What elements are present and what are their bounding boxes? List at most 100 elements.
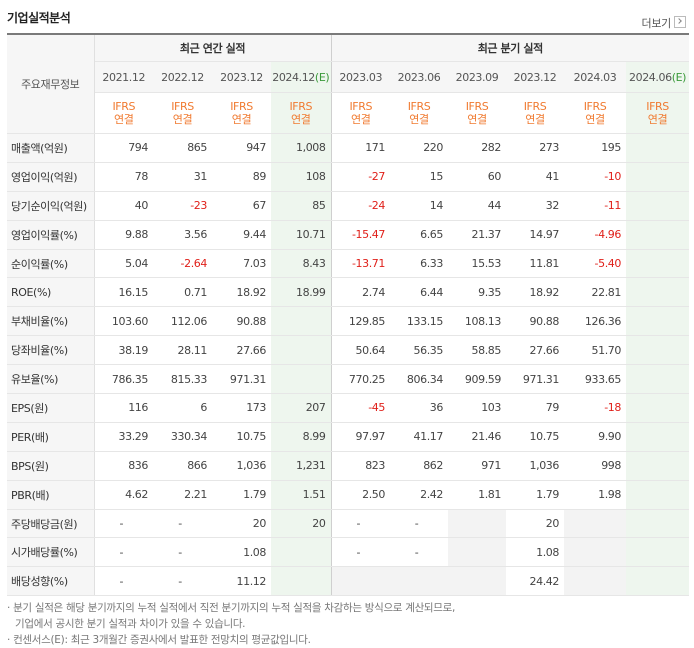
table-cell xyxy=(271,566,331,597)
period-label: 2023.09 xyxy=(455,70,499,84)
chevron-right-icon xyxy=(674,16,686,28)
ifrs-label: IFRS xyxy=(646,100,669,113)
row-label: 배당성향(%) xyxy=(7,566,95,597)
table-cell: 85 xyxy=(271,191,331,221)
row-label: 유보율(%) xyxy=(7,364,95,395)
table-cell: 41 xyxy=(506,162,564,192)
period-header: 2023.03 xyxy=(330,61,390,93)
table-cell: -24 xyxy=(330,191,390,221)
table-cell: 90.88 xyxy=(506,306,564,337)
period-header: 2021.12 xyxy=(94,61,153,93)
table-cell: 1.08 xyxy=(506,537,564,568)
table-cell: 33.29 xyxy=(94,422,153,452)
table-cell: 7.03 xyxy=(212,249,271,279)
table-row: 시가배당률(%) - -1.08- -1.08 xyxy=(7,537,690,568)
table-row: 당좌비율(%) 38.19 28.11 27.66 50.64 56.35 58.85 27.… xyxy=(7,335,690,366)
table-cell: 18.99 xyxy=(271,277,331,308)
table-cell: 20 xyxy=(271,508,331,539)
table-row: 영업이익(억원) 78 31 89 108 -27 15 60 41 -10 xyxy=(7,162,690,192)
table-cell: 1.79 xyxy=(506,480,564,510)
period-label: 2023.12 xyxy=(220,70,263,84)
period-header: 2023.06 xyxy=(390,61,448,93)
table-cell: 15.53 xyxy=(448,249,506,279)
ifrs-label: IFRS xyxy=(583,100,607,113)
ifrs-label: IFRS xyxy=(349,100,373,113)
table-cell: - xyxy=(330,508,390,539)
ifrs-header: IFRS 연결 xyxy=(626,92,690,134)
row-label: BPS(원) xyxy=(7,451,95,481)
table-cell: 2.74 xyxy=(330,277,390,308)
more-label: 더보기 xyxy=(641,17,672,30)
row-label: 부채비율(%) xyxy=(7,306,95,337)
table-cell: 862 xyxy=(390,451,448,481)
table-cell: 207 xyxy=(271,393,331,423)
table-cell xyxy=(626,306,690,337)
consolidated-label: 연결 xyxy=(585,113,605,126)
table-row: PBR(배) 4.62 2.21 1.79 1.51 2.50 2.42 1.81 1.79 1.… xyxy=(7,480,690,510)
table-cell xyxy=(330,566,390,597)
table-cell: 32 xyxy=(506,191,564,221)
more-link[interactable]: 더보기 xyxy=(642,15,686,31)
table-cell: 947 xyxy=(212,133,271,163)
table-cell: 108 xyxy=(271,162,331,192)
table-cell: 171 xyxy=(330,133,390,163)
ifrs-label: IFRS xyxy=(407,100,431,113)
table-cell: 28.11 xyxy=(153,335,212,366)
consolidated-label: 연결 xyxy=(525,113,545,126)
table-cell: 195 xyxy=(564,133,626,163)
consolidated-label: 연결 xyxy=(114,113,134,126)
table-cell: 770.25 xyxy=(330,364,390,395)
table-cell: 6.33 xyxy=(390,249,448,279)
table-cell: 998 xyxy=(564,451,626,481)
table-cell: -18 xyxy=(564,393,626,423)
table-cell xyxy=(271,537,331,568)
table-cell: 865 xyxy=(153,133,212,163)
table-cell: 44 xyxy=(448,191,506,221)
table-cell: 41.17 xyxy=(390,422,448,452)
table-cell: 823 xyxy=(330,451,390,481)
period-header: 2022.12 xyxy=(153,61,212,93)
table-cell: - xyxy=(390,508,448,539)
table-cell: 103.60 xyxy=(94,306,153,337)
table-cell: -15.47 xyxy=(330,219,390,250)
table-cell: 806.34 xyxy=(390,364,448,395)
table-cell: 4.62 xyxy=(94,480,153,510)
table-cell xyxy=(564,508,626,539)
table-cell: -11 xyxy=(564,191,626,221)
footnotes: · 분기 실적은 해당 분기까지의 누적 실적에서 직전 분기까지의 누적 실적… xyxy=(7,600,455,648)
table-cell: 1,231 xyxy=(271,451,331,481)
period-header: 2023.09 xyxy=(448,61,506,93)
table-cell xyxy=(626,219,690,250)
consolidated-label: 연결 xyxy=(231,113,252,126)
table-cell: 173 xyxy=(212,393,271,423)
table-cell: 126.36 xyxy=(564,306,626,337)
consolidated-label: 연결 xyxy=(291,113,311,126)
table-cell: 3.56 xyxy=(153,219,212,250)
table-cell: 10.75 xyxy=(506,422,564,452)
table-row: ROE(%) 16.15 0.71 18.92 18.99 2.74 6.44 9.35 18.… xyxy=(7,277,690,308)
table-cell: 866 xyxy=(153,451,212,481)
table-row: 순이익률(%) 5.04 -2.64 7.03 8.43 -13.71 6.33 15.53 1… xyxy=(7,249,690,279)
period-label: 2023.03 xyxy=(339,70,383,84)
ifrs-label: IFRS xyxy=(289,100,313,113)
table-cell: 14 xyxy=(390,191,448,221)
row-label: 매출액(억원) xyxy=(7,133,95,163)
row-label: EPS(원) xyxy=(7,393,95,423)
table-cell: 79 xyxy=(506,393,564,423)
table-cell: 2.21 xyxy=(153,480,212,510)
table-cell: 89 xyxy=(212,162,271,192)
table-row: EPS(원) 116 6 173 207 -45 36 103 79 -18 xyxy=(7,393,690,423)
estimate-suffix: (E) xyxy=(671,70,687,84)
row-label: 당기순이익(억원) xyxy=(7,191,95,221)
table-cell: 38.19 xyxy=(94,335,153,366)
table-cell xyxy=(564,537,626,568)
table-cell xyxy=(448,508,506,539)
table-cell: -45 xyxy=(330,393,390,423)
row-label: 주당배당금(원) xyxy=(7,508,95,539)
table-cell: 112.06 xyxy=(153,306,212,337)
table-cell: 1,036 xyxy=(506,451,564,481)
table-cell: 11.81 xyxy=(506,249,564,279)
table-cell: 16.15 xyxy=(94,277,153,308)
table-row: BPS(원) 836 866 1,036 1,231 823 862 971 1,036 998 xyxy=(7,451,690,481)
ifrs-header: IFRS 연결 xyxy=(94,92,153,134)
